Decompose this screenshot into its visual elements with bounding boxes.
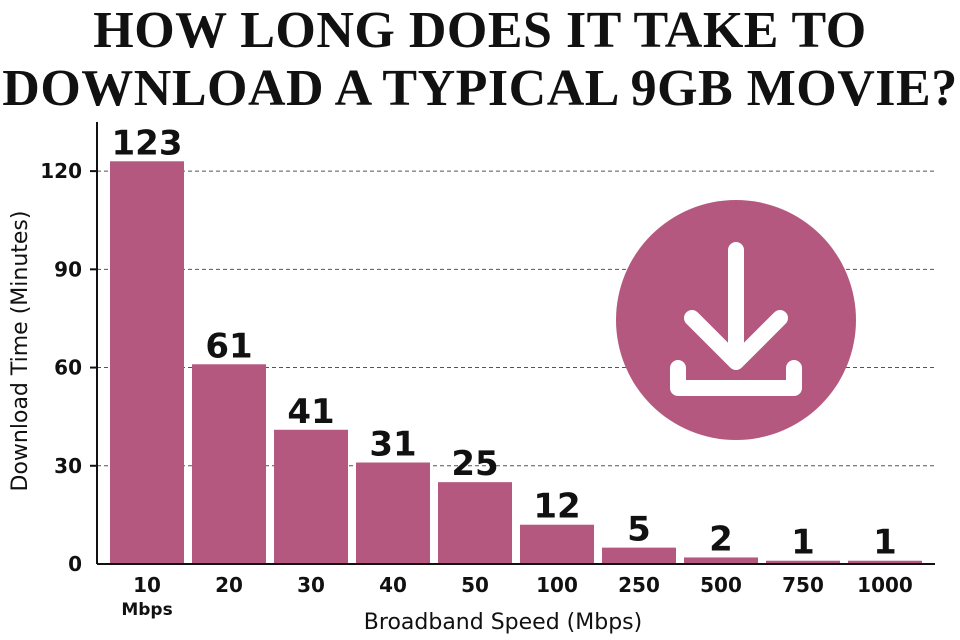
x-tick-label: 500: [700, 573, 742, 597]
value-label: 31: [369, 425, 416, 465]
chart-title: HOW LONG DOES IT TAKE TO DOWNLOAD A TYPI…: [0, 2, 960, 118]
download-tray: [670, 360, 802, 396]
x-axis-title: Broadband Speed (Mbps): [364, 610, 642, 635]
x-tick-label: 100: [536, 573, 578, 597]
value-label: 25: [451, 444, 498, 484]
value-label: 1: [873, 523, 897, 563]
value-label: 12: [533, 487, 580, 527]
bar-1000: [848, 560, 922, 564]
value-label: 61: [205, 326, 252, 366]
x-tick-label: 20: [215, 573, 243, 597]
x-tick-label: 40: [379, 573, 407, 597]
value-label: 1: [791, 523, 815, 563]
bar-40: [356, 462, 430, 564]
bar-100: [520, 524, 594, 564]
bar-30: [274, 429, 348, 564]
value-label: 41: [287, 392, 334, 432]
y-tick-label: 120: [40, 159, 82, 183]
bar-250: [602, 547, 676, 564]
x-tick-label: 250: [618, 573, 660, 597]
y-tick-label: 90: [54, 257, 82, 281]
axes: [96, 122, 935, 565]
x-tick-label: 750: [782, 573, 824, 597]
x-tick-label: 30: [297, 573, 325, 597]
x-tick-label: 50: [461, 573, 489, 597]
value-label: 123: [112, 123, 183, 163]
y-tick-label: 0: [68, 552, 82, 576]
download-arrow: [684, 242, 788, 370]
bar-20: [192, 364, 266, 564]
bar-50: [438, 482, 512, 564]
bar-10: [110, 161, 184, 565]
x-tick-label: 1000: [857, 573, 913, 597]
value-label: 5: [627, 510, 651, 550]
title-line-1: HOW LONG DOES IT TAKE TO: [93, 2, 867, 59]
bars: [110, 161, 922, 565]
data-labels: 123 61 41 31 25 12 5 2 1 1: [112, 123, 897, 562]
bar-750: [766, 560, 840, 564]
title-line-2: DOWNLOAD A TYPICAL 9GB MOVIE?: [2, 60, 958, 117]
y-tick-label: 30: [54, 454, 82, 478]
y-axis-title: Download Time (Minutes): [8, 211, 33, 492]
x-unit-label: Mbps: [121, 600, 172, 620]
bar-500: [684, 557, 758, 564]
tick-labels: 0 30 60 90 120 10 Mbps 20 30 40 50 100 250 500 750 1000: [40, 159, 913, 620]
x-tick-label: 10: [133, 573, 161, 597]
value-label: 2: [709, 519, 733, 559]
download-icon: [616, 200, 856, 440]
y-tick-label: 60: [54, 356, 82, 380]
